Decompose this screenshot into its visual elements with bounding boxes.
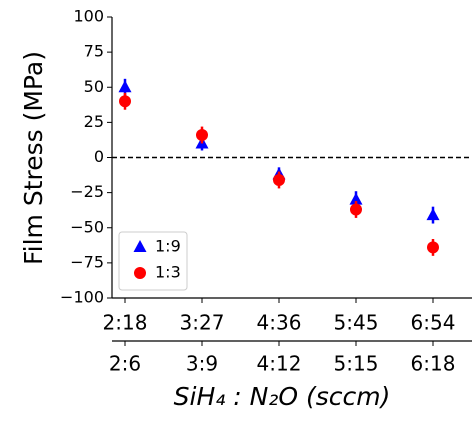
legend-label: 1:3	[155, 263, 181, 282]
x-tick-label: 5:45	[334, 311, 379, 335]
y-tick-label: 75	[84, 42, 104, 61]
y-tick-label: −50	[70, 217, 104, 236]
y-tick-label: 0	[94, 147, 104, 166]
x2-tick-label: 5:15	[334, 352, 379, 376]
x2-tick-label: 2:6	[109, 352, 141, 376]
triangle-marker	[118, 80, 132, 93]
circle-marker	[196, 129, 208, 142]
circle-marker	[427, 241, 439, 254]
x-tick-label: 3:27	[180, 311, 225, 335]
x-tick-label: 4:36	[257, 311, 302, 335]
x-tick-label: 2:18	[103, 311, 148, 335]
legend-label: 1:9	[155, 237, 181, 256]
circle-marker	[350, 203, 362, 216]
y-tick-label: −100	[60, 288, 104, 307]
circle-marker	[134, 267, 146, 279]
y-tick-label: 50	[84, 77, 104, 96]
circle-marker	[119, 95, 131, 108]
x-axis-label: SiH₄ : N₂O (sccm)	[174, 382, 391, 411]
x2-tick-label: 6:18	[411, 352, 456, 376]
triangle-marker	[349, 192, 363, 205]
y-tick-label: −75	[70, 252, 104, 271]
triangle-marker	[426, 208, 440, 221]
y-tick-label: 100	[73, 7, 104, 26]
x2-tick-label: 3:9	[186, 352, 218, 376]
x-tick-label: 6:54	[411, 311, 456, 335]
x2-tick-label: 4:12	[257, 352, 302, 376]
circle-marker	[273, 173, 285, 186]
y-tick-label: 25	[84, 112, 104, 131]
y-tick-label: −25	[70, 182, 104, 201]
y-axis-label: Film Stress (MPa)	[19, 51, 48, 265]
triangle-marker	[133, 240, 147, 252]
